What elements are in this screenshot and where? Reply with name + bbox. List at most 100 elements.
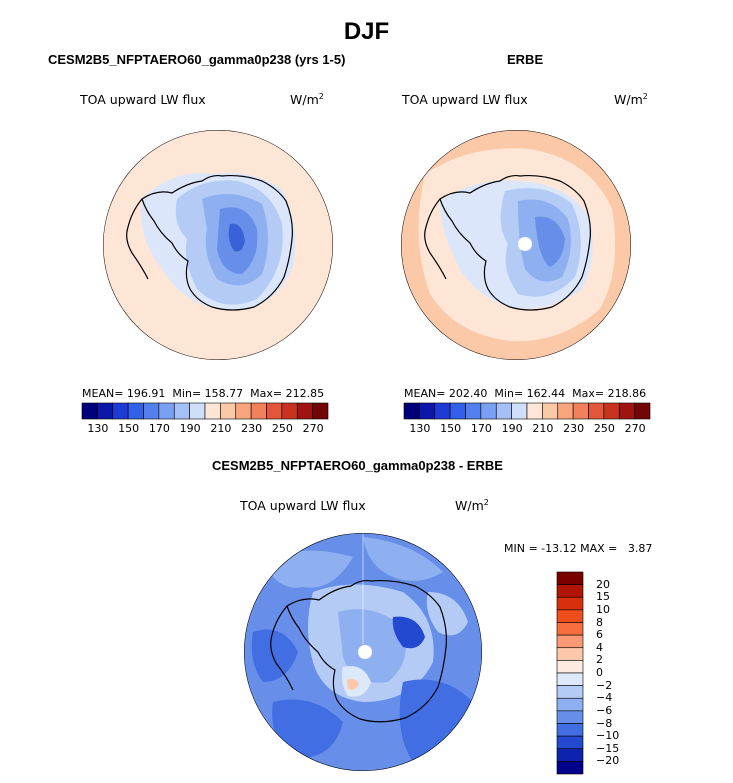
panel3-colorbar-ticks: 20 15 10 8 6 4 2 0 −2 −4 −6 −8 −10 −15 −… xyxy=(590,572,630,778)
colorbar-swatch xyxy=(449,402,466,420)
colorbar-swatch xyxy=(281,402,298,420)
panel2-map xyxy=(401,130,631,360)
panel1-peninsula-coast xyxy=(126,198,149,280)
colorbar-tick-label: −8 xyxy=(596,716,613,730)
colorbar-swatch xyxy=(143,402,160,420)
colorbar-swatch xyxy=(556,685,584,699)
colorbar-swatch xyxy=(495,402,512,420)
colorbar-swatch xyxy=(189,402,206,420)
colorbar-swatch xyxy=(97,402,114,420)
colorbar-tick-label: 6 xyxy=(596,628,603,642)
panel2-peninsula-coast xyxy=(424,198,447,280)
colorbar-tick-label: −10 xyxy=(596,729,620,743)
colorbar-swatch xyxy=(312,402,329,420)
colorbar-tick-label: 230 xyxy=(563,422,585,435)
colorbar-swatch xyxy=(557,402,574,420)
colorbar-tick-label: 170 xyxy=(470,422,492,435)
colorbar-swatch xyxy=(266,402,283,420)
colorbar-tick-label: 150 xyxy=(118,422,140,435)
colorbar-tick-label: 250 xyxy=(593,422,615,435)
panel3-field-patch xyxy=(347,678,359,690)
colorbar-swatch xyxy=(556,622,584,636)
panel3-field-patch xyxy=(392,616,425,649)
colorbar-tick-label: 190 xyxy=(501,422,523,435)
colorbar-swatch xyxy=(572,402,589,420)
colorbar-tick-label: 10 xyxy=(596,602,610,616)
colorbar-swatch xyxy=(556,710,584,724)
panel3-field-patch xyxy=(338,609,406,683)
colorbar-tick-label: 15 xyxy=(596,590,610,604)
panel2-title: ERBE xyxy=(507,52,544,67)
panel3-variable-label: TOA upward LW flux xyxy=(240,498,366,513)
panel2-variable-label: TOA upward LW flux xyxy=(402,92,528,107)
pole-hole xyxy=(518,237,532,251)
pole-hole xyxy=(358,645,372,659)
colorbar-swatch xyxy=(235,402,252,420)
colorbar-swatch xyxy=(127,402,144,420)
colorbar-swatch xyxy=(556,609,584,623)
panel3-colorbar xyxy=(556,571,584,775)
panel1-units-label: W/m2 xyxy=(290,92,324,108)
colorbar-swatch xyxy=(81,402,98,420)
colorbar-swatch xyxy=(173,402,190,420)
colorbar-swatch xyxy=(434,402,451,420)
colorbar-tick-label: −15 xyxy=(596,741,620,755)
colorbar-swatch xyxy=(296,402,313,420)
colorbar-tick-label: 270 xyxy=(302,422,324,435)
colorbar-swatch xyxy=(526,402,543,420)
colorbar-tick-label: 130 xyxy=(409,422,431,435)
colorbar-tick-label: −20 xyxy=(596,754,620,768)
colorbar-swatch xyxy=(556,634,584,649)
panel2-colorbar xyxy=(403,402,651,420)
colorbar-tick-label: 20 xyxy=(596,577,610,591)
colorbar-swatch xyxy=(220,402,237,420)
panel1-field-lv4 xyxy=(228,223,245,252)
panel2-colorbar-ticks: 130 150 170 190 210 230 250 270 xyxy=(404,422,656,438)
colorbar-swatch xyxy=(556,647,584,661)
panel3-title: CESM2B5_NFPTAERO60_gamma0p238 - ERBE xyxy=(212,458,503,473)
panel1-stats: MEAN= 196.91 Min= 158.77 Max= 212.85 xyxy=(82,387,325,400)
colorbar-swatch xyxy=(250,402,267,420)
panel3-map xyxy=(244,533,482,771)
colorbar-swatch xyxy=(556,735,584,750)
colorbar-swatch xyxy=(419,402,436,420)
panel3-units-label: W/m2 xyxy=(455,498,489,514)
colorbar-swatch xyxy=(465,402,482,420)
colorbar-swatch xyxy=(556,748,584,762)
colorbar-swatch xyxy=(556,584,584,598)
panel3-field-patch xyxy=(399,679,473,762)
colorbar-tick-label: 190 xyxy=(179,422,201,435)
colorbar-swatch xyxy=(618,402,635,420)
colorbar-tick-label: 4 xyxy=(596,640,603,654)
colorbar-tick-label: 150 xyxy=(440,422,462,435)
panel2-field-lv3 xyxy=(535,216,565,267)
colorbar-tick-label: 0 xyxy=(596,666,603,679)
colorbar-tick-label: 8 xyxy=(596,615,603,629)
panel1-variable-label: TOA upward LW flux xyxy=(80,92,206,107)
panel3-coastline xyxy=(286,579,447,723)
colorbar-tick-label: 210 xyxy=(210,422,232,435)
colorbar-tick-label: 210 xyxy=(532,422,554,435)
colorbar-tick-label: −2 xyxy=(596,678,613,692)
colorbar-tick-label: 170 xyxy=(148,422,170,435)
colorbar-swatch xyxy=(588,402,605,420)
colorbar-tick-label: 270 xyxy=(624,422,646,435)
panel2-units-label: W/m2 xyxy=(614,92,648,108)
panel1-coastline xyxy=(141,174,293,311)
panel1-colorbar-ticks: 130 150 170 190 210 230 250 270 xyxy=(82,422,334,438)
colorbar-swatch xyxy=(556,571,584,585)
colorbar-swatch xyxy=(556,672,584,686)
panel1-colorbar xyxy=(81,402,329,420)
colorbar-swatch xyxy=(480,402,497,420)
colorbar-swatch xyxy=(112,402,129,420)
colorbar-swatch xyxy=(634,402,651,420)
panel1-map xyxy=(103,130,333,360)
panel3-stats: MIN = -13.12 MAX = 3.87 xyxy=(504,542,653,555)
colorbar-swatch xyxy=(158,402,175,420)
panel3-field-patch xyxy=(272,699,343,758)
panel3-field-patch xyxy=(251,629,298,682)
colorbar-swatch xyxy=(556,596,584,611)
colorbar-swatch xyxy=(556,697,584,712)
colorbar-tick-label: 230 xyxy=(241,422,263,435)
colorbar-swatch xyxy=(556,723,584,737)
